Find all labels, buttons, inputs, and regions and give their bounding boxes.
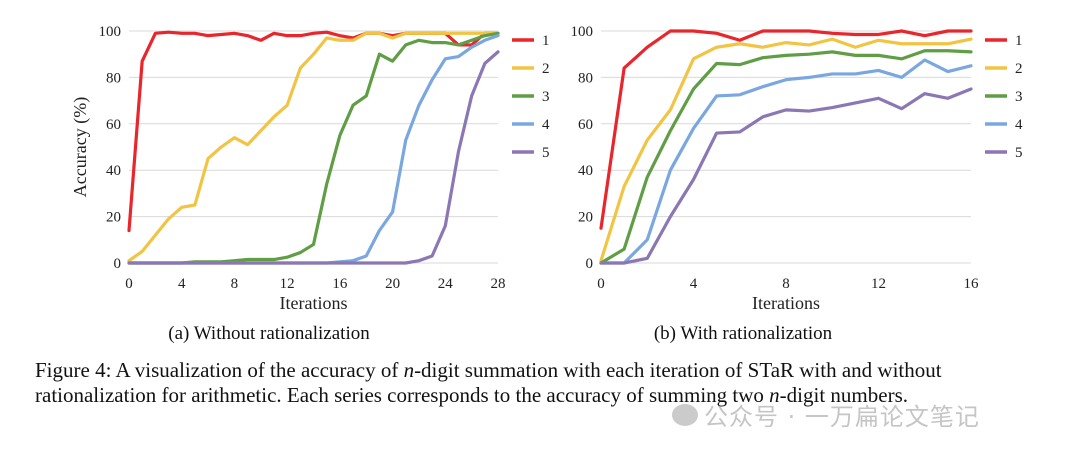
x-tick-label: 28 (491, 276, 506, 292)
legend-label-2: 2 (1015, 61, 1023, 77)
y-axis-label: Accuracy (%) (70, 97, 91, 197)
caption-suffix: -digit numbers. (779, 383, 908, 407)
series-line-5 (599, 87, 973, 265)
x-tick-label: 8 (782, 276, 790, 292)
y-tick-label: 80 (106, 70, 121, 86)
caption-middle: -digit summation with each iteration of … (35, 358, 942, 407)
y-tick-label: 0 (114, 256, 122, 272)
y-tick-label: 40 (106, 163, 121, 179)
y-tick-label: 60 (106, 117, 121, 133)
series-line-4 (599, 58, 973, 265)
y-tick-label: 100 (571, 24, 594, 40)
x-tick-label: 24 (438, 276, 454, 292)
x-axis-label: Iterations (752, 293, 820, 313)
legend-label-5: 5 (1015, 145, 1023, 161)
watermark: 公众号 · 一万扁论文笔记 (672, 397, 980, 432)
x-tick-label: 16 (964, 276, 980, 292)
series-line-1 (599, 29, 973, 230)
series-line-5 (127, 50, 500, 265)
caption-variable-n: n (769, 383, 780, 407)
watermark-text: 公众号 · 一万扁论文笔记 (704, 403, 980, 431)
y-tick-label: 60 (578, 117, 593, 133)
legend-label-1: 1 (542, 33, 550, 49)
y-tick-label: 20 (106, 210, 121, 226)
caption-variable-n: n (403, 358, 415, 382)
x-tick-label: 0 (597, 276, 605, 292)
legend-label-3: 3 (542, 89, 550, 105)
x-tick-label: 12 (280, 276, 295, 292)
x-tick-label: 12 (871, 276, 886, 292)
subcaption: (b) With rationalization (654, 323, 833, 344)
series-line-2 (599, 37, 973, 263)
legend-label-4: 4 (542, 117, 550, 133)
y-tick-label: 40 (578, 163, 593, 179)
x-tick-label: 8 (231, 276, 239, 292)
y-tick-label: 80 (578, 70, 593, 86)
legend-label-2: 2 (542, 61, 550, 77)
wechat-icon (672, 403, 698, 426)
subcaption: (a) Without rationalization (168, 323, 370, 344)
legend-label-4: 4 (1015, 117, 1023, 133)
x-tick-label: 0 (125, 276, 133, 292)
legend-label-1: 1 (1015, 33, 1023, 49)
y-tick-label: 20 (578, 210, 593, 226)
y-tick-label: 0 (586, 256, 594, 272)
legend-label-3: 3 (1015, 89, 1023, 105)
y-tick-label: 100 (99, 24, 122, 40)
caption-prefix: Figure 4: A visualization of the accurac… (35, 358, 404, 382)
x-tick-label: 20 (385, 276, 400, 292)
x-tick-label: 4 (690, 276, 698, 292)
series-line-2 (127, 31, 500, 263)
legend-label-5: 5 (542, 145, 550, 161)
series-line-3 (599, 49, 973, 265)
figure-caption: Figure 4: A visualization of the accurac… (35, 358, 1050, 408)
x-tick-label: 4 (178, 276, 186, 292)
x-tick-label: 16 (332, 276, 348, 292)
x-axis-label: Iterations (280, 293, 348, 313)
